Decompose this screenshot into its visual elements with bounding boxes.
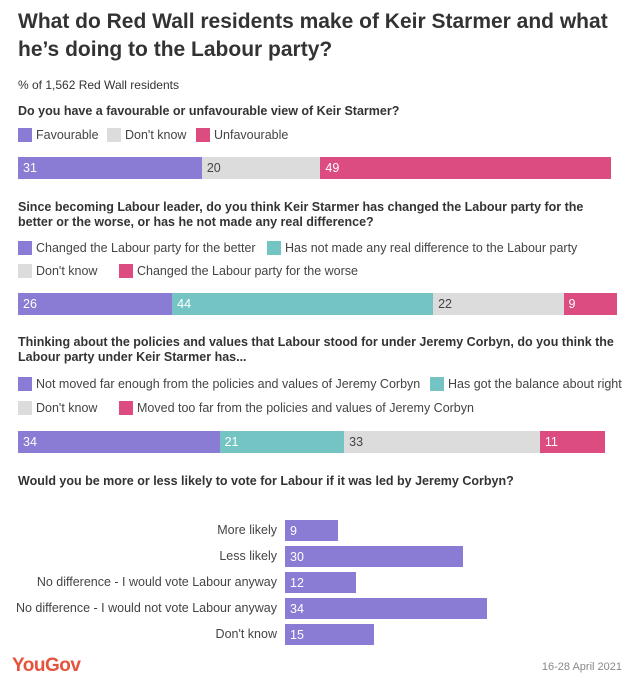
bar: 9 (285, 520, 339, 541)
legend-label: Changed the Labour party for the worse (137, 264, 358, 278)
bar-segment: 44 (172, 293, 434, 315)
legend-label: Changed the Labour party for the better (36, 241, 256, 255)
chart-title: What do Red Wall residents make of Keir … (18, 10, 608, 61)
legend-label: Don't know (36, 264, 98, 278)
legend-swatch (119, 264, 133, 278)
legend-item: Changed the Labour party for the worse (119, 264, 358, 278)
stacked-bar: 26 44 22 9 (18, 293, 617, 315)
category-label: No difference - I would not vote Labour … (15, 601, 277, 615)
legend-item: Not moved far enough from the policies a… (18, 377, 420, 391)
legend-swatch (18, 377, 32, 391)
bar-segment: 11 (539, 431, 606, 453)
legend-label: Unfavourable (214, 128, 289, 142)
bar-segment: 9 (563, 293, 617, 315)
bar-segment: 20 (201, 157, 321, 179)
legend-swatch (18, 264, 32, 278)
stacked-bar: 31 20 49 (18, 157, 611, 179)
legend-label: Has not made any real difference to the … (285, 241, 578, 255)
yougov-logo: YouGov (12, 655, 81, 676)
bar-segment: 31 (18, 157, 202, 179)
chart-subtitle: % of 1,562 Red Wall residents (18, 78, 179, 92)
bar: 30 (285, 546, 463, 567)
legend-item: Favourable (18, 128, 99, 142)
legend-item: Don't know (18, 401, 97, 415)
legend-item: Don't know (107, 128, 186, 142)
legend-swatch (18, 241, 32, 255)
bar-segment: 49 (320, 157, 611, 179)
legend-label: Favourable (36, 128, 99, 142)
legend-swatch (196, 128, 210, 142)
legend-swatch (18, 401, 32, 415)
legend-swatch (430, 377, 444, 391)
stacked-bar: 34 21 33 11 (18, 431, 606, 453)
bar-segment: 34 (18, 431, 220, 453)
category-label: More likely (217, 523, 277, 537)
legend-item: Changed the Labour party for the better (18, 241, 256, 255)
legend-label: Don't know (125, 128, 187, 142)
legend-item: Don't know (18, 264, 97, 278)
question-title: Would you be more or less likely to vote… (18, 474, 514, 488)
legend-label: Has got the balance about right (448, 377, 622, 391)
bar: 15 (285, 624, 374, 645)
question-title: Do you have a favourable or unfavourable… (18, 104, 400, 118)
bar-segment: 21 (219, 431, 345, 453)
legend-label: Moved too far from the policies and valu… (137, 401, 474, 415)
category-label: Don't know (215, 627, 277, 641)
legend-swatch (119, 401, 133, 415)
legend-swatch (267, 241, 281, 255)
question-title: Since becoming Labour leader, do you thi… (18, 200, 584, 229)
bar-segment: 33 (344, 431, 540, 453)
bar: 34 (285, 598, 487, 619)
legend-item: Has got the balance about right (430, 377, 622, 391)
legend-label: Don't know (36, 401, 98, 415)
date-label: 16-28 April 2021 (541, 661, 622, 673)
legend-label: Not moved far enough from the policies a… (36, 377, 421, 391)
legend-item: Unfavourable (196, 128, 288, 142)
question-title: Thinking about the policies and values t… (18, 335, 614, 364)
legend-swatch (18, 128, 32, 142)
bar-segment: 22 (433, 293, 564, 315)
legend-swatch (107, 128, 121, 142)
category-label: Less likely (219, 549, 277, 563)
legend-item: Moved too far from the policies and valu… (119, 401, 474, 415)
category-label: No difference - I would vote Labour anyw… (36, 575, 277, 589)
bar: 12 (285, 572, 357, 593)
bar-segment: 26 (18, 293, 173, 315)
legend-item: Has not made any real difference to the … (267, 241, 577, 255)
